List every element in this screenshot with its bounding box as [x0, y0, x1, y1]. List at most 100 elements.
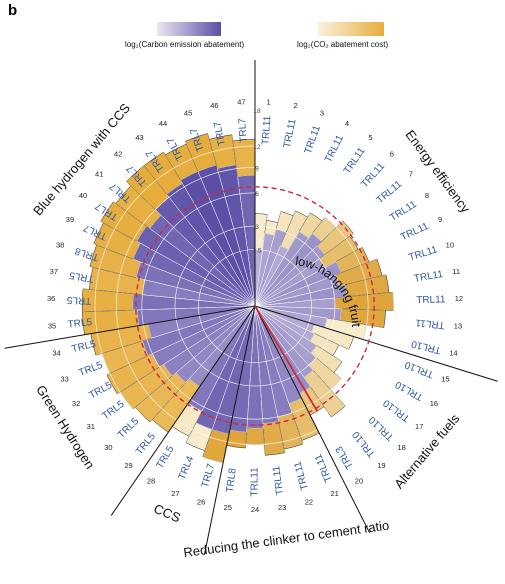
trl-label: TRL11 — [388, 199, 419, 224]
option-number-label: 26 — [197, 498, 205, 507]
option-number-label: 28 — [147, 477, 155, 486]
grid-spoke — [254, 260, 446, 307]
cost-bar-24 — [245, 427, 265, 445]
option-number-label: 6 — [390, 150, 394, 159]
trl-label: TRL11 — [413, 269, 444, 285]
grid-spoke — [254, 305, 421, 412]
option-number-label: 19 — [377, 461, 385, 470]
trl-label: TRL10 — [350, 429, 378, 460]
radial-tick-label: 12 — [253, 144, 261, 151]
grid-spoke — [254, 305, 320, 492]
option-number-label: 43 — [135, 133, 143, 142]
option-number-label: 46 — [210, 101, 218, 110]
trl-label: TRL11 — [408, 244, 440, 263]
trl-label: TRL11 — [303, 124, 323, 156]
option-number-label: 34 — [52, 348, 60, 357]
option-number-label: 40 — [79, 191, 87, 200]
grid-spoke — [59, 305, 256, 313]
grid-spoke — [254, 152, 377, 307]
option-number-label: 22 — [305, 498, 313, 507]
grid-spoke — [254, 305, 405, 433]
option-number-label: 24 — [251, 505, 259, 514]
trl-label: TRL11 — [282, 118, 299, 149]
trl-label: TRL11 — [260, 115, 273, 145]
trl-label: TRL10 — [381, 397, 412, 424]
option-number-label: 14 — [449, 348, 457, 357]
grid-spoke — [254, 305, 269, 502]
trl-label: TRL11 — [399, 221, 431, 243]
option-number-label: 25 — [224, 503, 232, 512]
radial-tick-label: 6 — [255, 191, 259, 198]
option-number-label: 4 — [345, 119, 349, 128]
trl-label: TRL5 — [67, 317, 93, 330]
option-number-label: 5 — [368, 133, 372, 142]
option-number-label: 10 — [446, 241, 454, 250]
option-number-label: 8 — [425, 191, 429, 200]
option-number-label: 31 — [87, 422, 95, 431]
grid-spoke — [254, 305, 449, 339]
trl-label: TRL5 — [77, 360, 104, 379]
grid-spoke — [254, 169, 397, 307]
option-number-label: 27 — [171, 489, 179, 498]
grid-spoke — [254, 305, 367, 468]
sector-divider — [203, 305, 256, 556]
option-number-label: 9 — [438, 215, 442, 224]
trl-label: TRL11 — [342, 145, 368, 176]
grid-spoke — [113, 169, 256, 307]
option-number-label: 23 — [278, 503, 286, 512]
option-number-label: 30 — [104, 443, 112, 452]
grid-spoke — [154, 137, 256, 307]
option-number-label: 41 — [95, 169, 103, 178]
legend-color-bar-carbon-abatement — [157, 22, 221, 36]
trl-label: TRL10 — [393, 378, 425, 402]
grid-spoke — [166, 305, 256, 482]
option-number-label: 21 — [330, 489, 338, 498]
sector-divider — [254, 305, 498, 382]
trl-label: TRL11 — [292, 460, 310, 492]
grid-spoke — [254, 137, 356, 307]
grid-layer — [4, 60, 498, 556]
trl-label: TRL10 — [367, 414, 397, 443]
radial-tick-label: 18 — [253, 108, 261, 115]
option-number-label: 36 — [47, 294, 55, 303]
radial-tick-label: 9 — [255, 165, 259, 172]
option-number-label: 37 — [50, 267, 58, 276]
grid-spoke — [254, 305, 387, 452]
trl-label: TRL5 — [71, 339, 98, 355]
trl-label: TRL4 — [177, 454, 197, 481]
grid-spoke — [254, 286, 451, 307]
option-number-label: 38 — [56, 241, 64, 250]
grid-spoke — [190, 305, 256, 492]
trl-label: TRL5 — [66, 294, 91, 306]
option-number-label: 44 — [159, 119, 167, 128]
sector-divider — [110, 305, 256, 516]
legend-label-carbon-abatement: log₂(Carbon emission abatement) — [125, 40, 245, 49]
highlight-line — [254, 305, 319, 412]
option-number-label: 11 — [452, 267, 460, 276]
grid-spoke — [254, 116, 307, 307]
legend-color-bar-abatement-cost — [318, 22, 384, 36]
grid-spoke — [67, 305, 256, 365]
trl-label: TRL11 — [250, 467, 261, 497]
option-number-label: 47 — [237, 97, 245, 106]
grid-spoke — [254, 235, 438, 307]
option-number-label: 13 — [454, 321, 462, 330]
trl-label: TRL11 — [271, 465, 286, 496]
grid-spoke — [72, 235, 256, 307]
option-number-label: 32 — [72, 399, 80, 408]
grid-spoke — [59, 286, 256, 307]
option-number-label: 16 — [430, 399, 438, 408]
grid-spoke — [254, 211, 427, 307]
trl-label: TRL11 — [415, 316, 446, 330]
option-number-label: 45 — [184, 108, 192, 117]
legend-label-abatement-cost: log₂(CO₂ abatement cost) — [297, 40, 389, 49]
panel-label: b — [8, 2, 18, 19]
sector-divider — [254, 305, 371, 533]
option-number-label: 12 — [455, 294, 463, 303]
trl-label: TRL5 — [134, 431, 158, 457]
grid-spoke — [254, 305, 433, 389]
trl-label: TRL7 — [212, 120, 228, 147]
low-hanging-fruit-ring — [135, 186, 375, 426]
grid-spoke — [89, 305, 256, 412]
grid-spoke — [178, 125, 256, 307]
